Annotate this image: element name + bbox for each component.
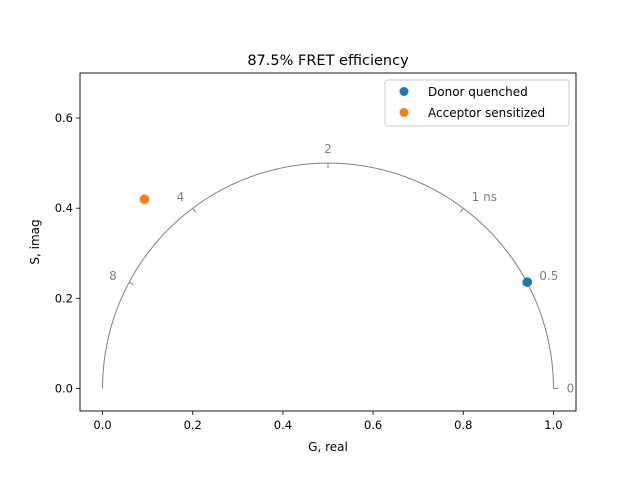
y-axis-ticks: 0.0 0.2 0.4 0.6	[55, 111, 80, 395]
x-tick-label: 0.2	[184, 418, 202, 432]
lifetime-label: 0.5	[539, 269, 558, 283]
lifetime-label: 2	[324, 142, 332, 156]
donor-quenched-point	[522, 277, 533, 287]
lifetime-label: 8	[109, 269, 117, 283]
y-tick-label: 0.6	[55, 111, 73, 125]
x-tick-label: 1.0	[544, 418, 562, 432]
y-tick-label: 0.0	[55, 381, 73, 395]
lifetime-label: 4	[177, 190, 185, 204]
legend-label-acceptor: Acceptor sensitized	[428, 106, 545, 120]
x-tick-label: 0.8	[454, 418, 472, 432]
y-tick-label: 0.2	[55, 291, 73, 305]
legend-marker-donor	[399, 87, 409, 96]
legend-label-donor: Donor quenched	[428, 85, 528, 99]
x-axis-ticks: 0.0 0.2 0.4 0.6 0.8 1.0	[93, 411, 563, 432]
x-tick-label: 0.4	[274, 418, 292, 432]
legend: Donor quenched Acceptor sensitized	[384, 79, 570, 127]
x-tick-label: 0.0	[93, 418, 111, 432]
x-axis-label: G, real	[308, 440, 348, 454]
lifetime-tick	[192, 207, 197, 213]
lifetime-label: 0	[567, 381, 575, 395]
lifetime-label: 1 ns	[472, 190, 497, 204]
y-axis-label: S, imag	[28, 219, 42, 264]
legend-frame	[384, 79, 570, 127]
acceptor-sensitized-point	[139, 194, 150, 204]
x-tick-label: 0.6	[364, 418, 382, 432]
data-points	[139, 194, 533, 287]
plot-area-frame	[79, 72, 577, 412]
legend-marker-acceptor	[399, 108, 409, 117]
universal-semicircle: 0 0.5 1 ns 2 4 8	[102, 142, 575, 395]
semicircle-arc	[102, 162, 554, 389]
y-tick-label: 0.4	[55, 201, 73, 215]
chart-title: 87.5% FRET efficiency	[247, 53, 409, 69]
lifetime-tick	[128, 281, 134, 286]
lifetime-tick	[459, 207, 464, 213]
